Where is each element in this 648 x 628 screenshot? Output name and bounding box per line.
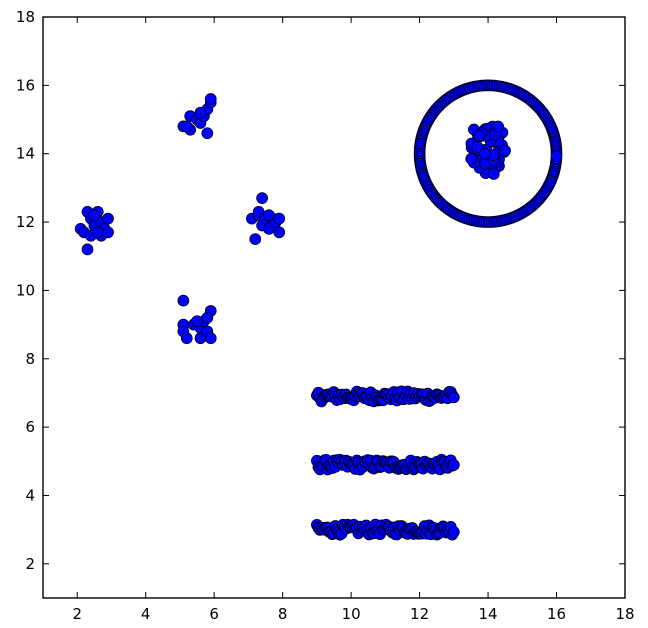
data-points <box>74 79 563 541</box>
data-point <box>479 147 491 160</box>
x-axis: 2 4 6 8 10 12 14 16 18 <box>72 17 635 623</box>
data-point <box>263 209 275 222</box>
data-point <box>102 226 114 239</box>
data-point <box>201 311 214 324</box>
x-tick-label: 2 <box>72 605 82 623</box>
data-point <box>499 144 511 157</box>
data-point <box>550 150 563 163</box>
data-point <box>177 294 190 307</box>
y-tick-label: 12 <box>16 213 35 231</box>
x-tick-label: 16 <box>547 605 566 623</box>
y-tick-label: 18 <box>16 8 35 26</box>
data-point <box>256 192 268 204</box>
data-point <box>204 93 217 105</box>
y-tick-label: 16 <box>16 76 35 94</box>
data-point <box>465 152 478 165</box>
data-point <box>180 332 193 345</box>
y-tick-label: 10 <box>16 281 35 299</box>
y-tick-label: 8 <box>25 350 35 368</box>
data-point <box>447 459 460 471</box>
data-point <box>273 212 286 225</box>
data-point <box>102 212 114 225</box>
data-point <box>473 129 485 142</box>
data-point <box>91 226 104 239</box>
data-point <box>447 391 460 404</box>
x-tick-label: 6 <box>209 605 219 623</box>
y-tick-label: 6 <box>25 418 35 436</box>
data-point <box>487 168 500 180</box>
data-point <box>81 243 94 256</box>
y-tick-label: 4 <box>25 486 35 504</box>
data-point <box>191 315 203 328</box>
data-point <box>447 526 460 538</box>
plot-frame <box>42 16 626 599</box>
data-point <box>201 127 214 140</box>
data-point <box>249 233 262 245</box>
data-point <box>180 120 193 133</box>
x-tick-label: 8 <box>278 605 288 623</box>
x-tick-label: 10 <box>342 605 361 623</box>
data-point <box>204 332 217 345</box>
y-axis: 2 4 6 8 10 12 14 16 18 <box>16 8 625 573</box>
data-point <box>194 106 207 119</box>
y-tick-label: 2 <box>25 555 35 573</box>
data-point <box>273 226 286 239</box>
data-point <box>252 205 265 218</box>
x-tick-label: 4 <box>141 605 151 623</box>
y-tick-label: 14 <box>16 145 35 163</box>
data-point <box>88 209 101 222</box>
data-point <box>492 120 504 133</box>
x-tick-label: 18 <box>615 605 634 623</box>
x-tick-label: 12 <box>410 605 429 623</box>
x-tick-label: 14 <box>479 605 498 623</box>
data-point <box>471 141 484 153</box>
